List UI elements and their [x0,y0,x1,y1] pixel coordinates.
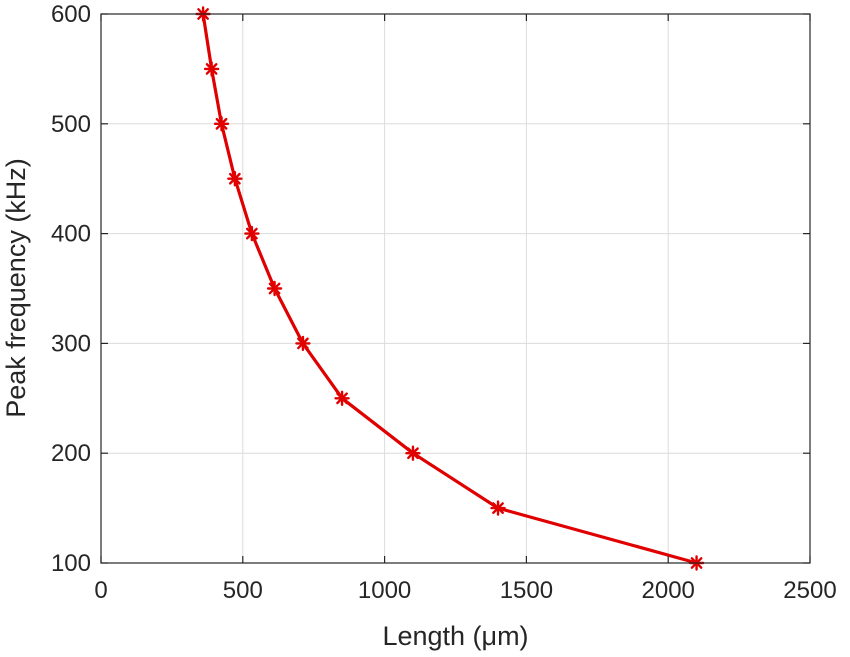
data-point [244,225,260,242]
x-tick-label: 2000 [642,577,695,604]
x-tick-label: 0 [94,577,107,604]
y-tick-label: 200 [51,440,91,467]
marker-stroke [245,227,258,240]
data-point [227,170,243,187]
data-point [266,280,283,297]
x-tick-label: 1500 [500,577,553,604]
data-point [203,61,220,77]
y-axis-label: Peak frequency (kHz) [1,158,31,418]
marker-stroke [297,337,309,350]
data-point [405,445,421,461]
axis-ticks: 0 500 1000 1500 2000 2500 100 200 300 400 500 600 [51,1,837,604]
marker-stroke [336,392,348,405]
y-tick-label: 400 [51,221,91,248]
data-point [295,335,311,352]
marker-stroke [268,282,281,295]
y-tick-label: 100 [51,550,91,577]
marker-stroke [407,447,419,460]
x-tick-label: 500 [223,577,263,604]
x-tick-label: 1000 [358,577,411,604]
y-tick-label: 300 [51,330,91,357]
data-point [334,390,350,406]
data-series [195,6,705,571]
y-tick-label: 500 [51,111,91,138]
plot-frame [100,13,811,564]
y-tick-label: 600 [51,1,91,28]
data-point [213,116,230,132]
x-axis-label: Length (μm) [382,621,528,651]
marker-stroke [205,63,218,75]
marker-stroke [492,502,504,514]
data-point [490,500,506,516]
grid-lines [100,13,811,564]
marker-stroke [215,117,228,130]
x-tick-label: 2500 [783,577,836,604]
marker-stroke [228,172,241,185]
